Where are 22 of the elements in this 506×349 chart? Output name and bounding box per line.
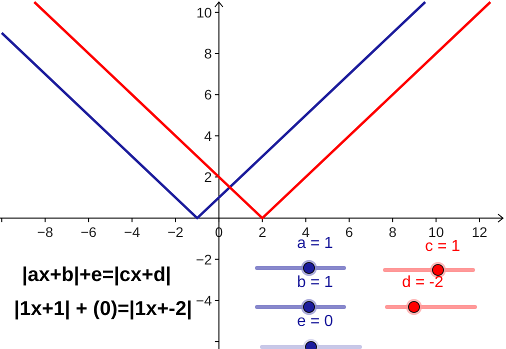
x-tick-label: 8: [388, 224, 397, 240]
y-tick-label: 4: [204, 128, 212, 144]
annotation: |ax+b|+e=|cx+d|: [22, 264, 172, 286]
x-tick-label: −4: [124, 224, 140, 240]
y-tick-label: 8: [204, 46, 212, 62]
x-tick-label: 6: [345, 224, 354, 240]
x-tick-label: 2: [258, 224, 266, 240]
x-tick-label: 12: [472, 224, 488, 240]
x-tick-label: −8: [37, 224, 54, 240]
y-tick-label: −4: [196, 292, 212, 308]
y-tick-label: −2: [196, 251, 212, 268]
annotation: b = 1: [297, 274, 334, 291]
y-tick-label: 10: [196, 4, 212, 20]
annotation: d = -2: [402, 274, 444, 291]
annotation: e = 0: [297, 313, 334, 330]
y-tick-label: 6: [204, 86, 212, 103]
annotation: c = 1: [425, 238, 460, 255]
y-tick-label: 2: [204, 168, 212, 185]
x-tick-label: 10: [428, 224, 444, 240]
annotation: |1x+1| + (0)=|1x+-2|: [14, 298, 192, 320]
x-tick-label: −6: [80, 224, 97, 240]
x-tick-label: −2: [167, 224, 184, 240]
